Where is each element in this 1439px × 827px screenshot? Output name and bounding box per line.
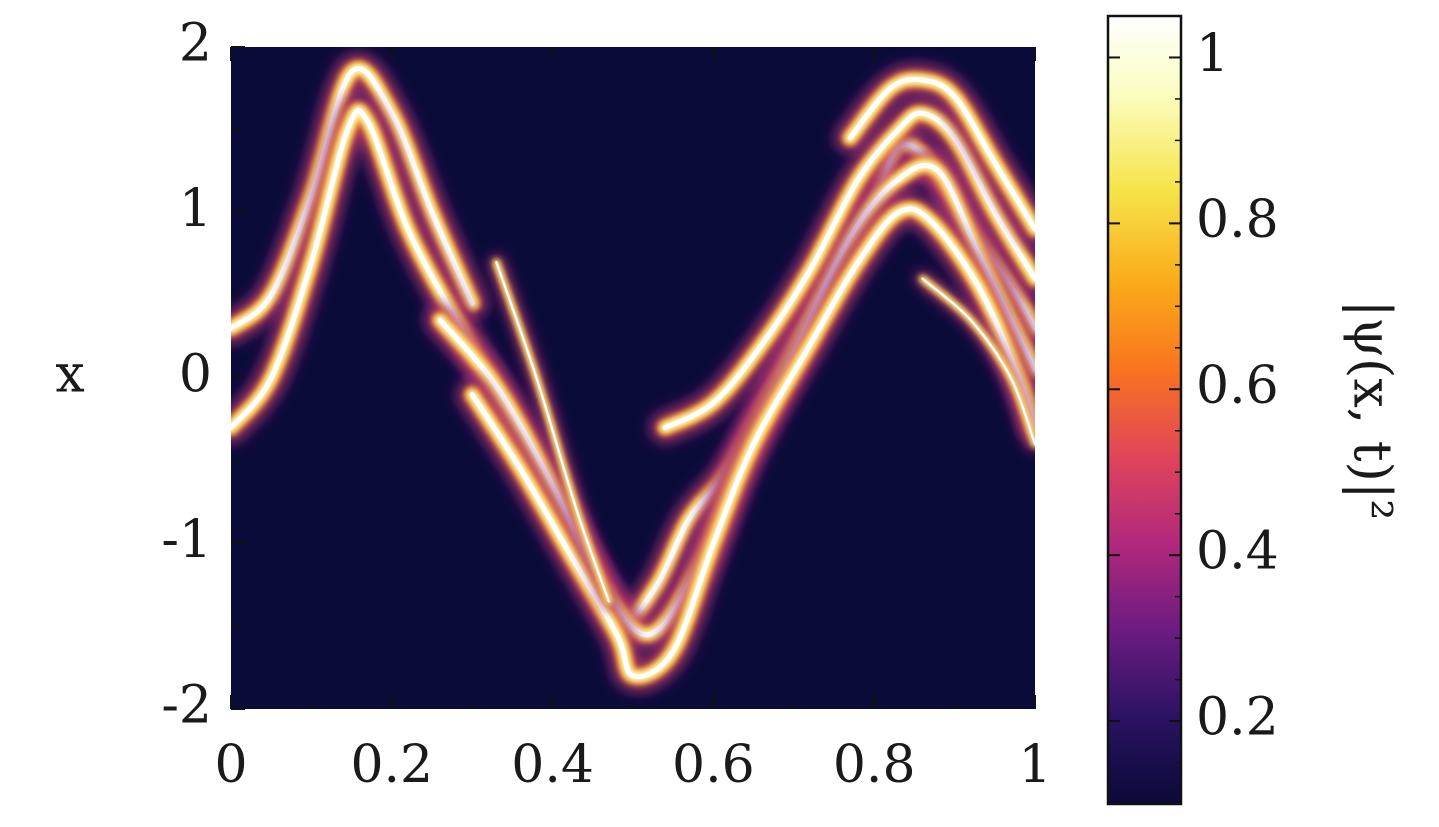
x-tick-label: 0.2 <box>350 735 433 795</box>
x-tick-label: 1 <box>1018 735 1051 795</box>
x-tick-label: 0 <box>214 735 247 795</box>
y-tick-label: -2 <box>161 676 212 736</box>
y-axis-label: x <box>55 345 84 405</box>
colorbar-tick-marks <box>1108 56 1181 764</box>
y-tick-label: 1 <box>179 179 212 239</box>
heatmap-bands <box>231 51 1035 694</box>
colorbar-tick-label: 1 <box>1196 24 1229 84</box>
y-tick-label: 0 <box>179 345 212 405</box>
x-tick-label: 0.6 <box>672 735 755 795</box>
heatmap-band-7 <box>488 254 617 610</box>
y-tick-label: 2 <box>179 14 212 74</box>
heatmap-band-1 <box>231 51 490 346</box>
colorbar-tick-labels: 1 0.8 0.6 0.4 0.2 <box>1196 24 1279 748</box>
colorbar-tick-label: 0.4 <box>1196 522 1279 582</box>
plot-tick-marks <box>230 46 1036 710</box>
y-tick-labels: 2 1 0 -1 -2 <box>161 14 212 736</box>
colorbar-label: |ψ(x, t)|² <box>1342 300 1402 521</box>
heatmap-band-8 <box>914 271 1035 452</box>
x-tick-label: 0.8 <box>833 735 916 795</box>
heatmap-band-6 <box>833 62 1035 247</box>
y-tick-label: -1 <box>161 510 212 570</box>
x-tick-label: 0.4 <box>511 735 594 795</box>
colorbar <box>1106 14 1183 806</box>
colorbar-tick-label: 0.2 <box>1196 688 1279 748</box>
colorbar-tick-label: 0.8 <box>1196 190 1279 250</box>
heatmap-band-5 <box>648 96 1035 445</box>
colorbar-tick-label: 0.6 <box>1196 356 1279 416</box>
x-tick-labels: 0 0.2 0.4 0.6 0.8 1 <box>214 735 1051 795</box>
heatmap-band-4 <box>455 191 1035 694</box>
